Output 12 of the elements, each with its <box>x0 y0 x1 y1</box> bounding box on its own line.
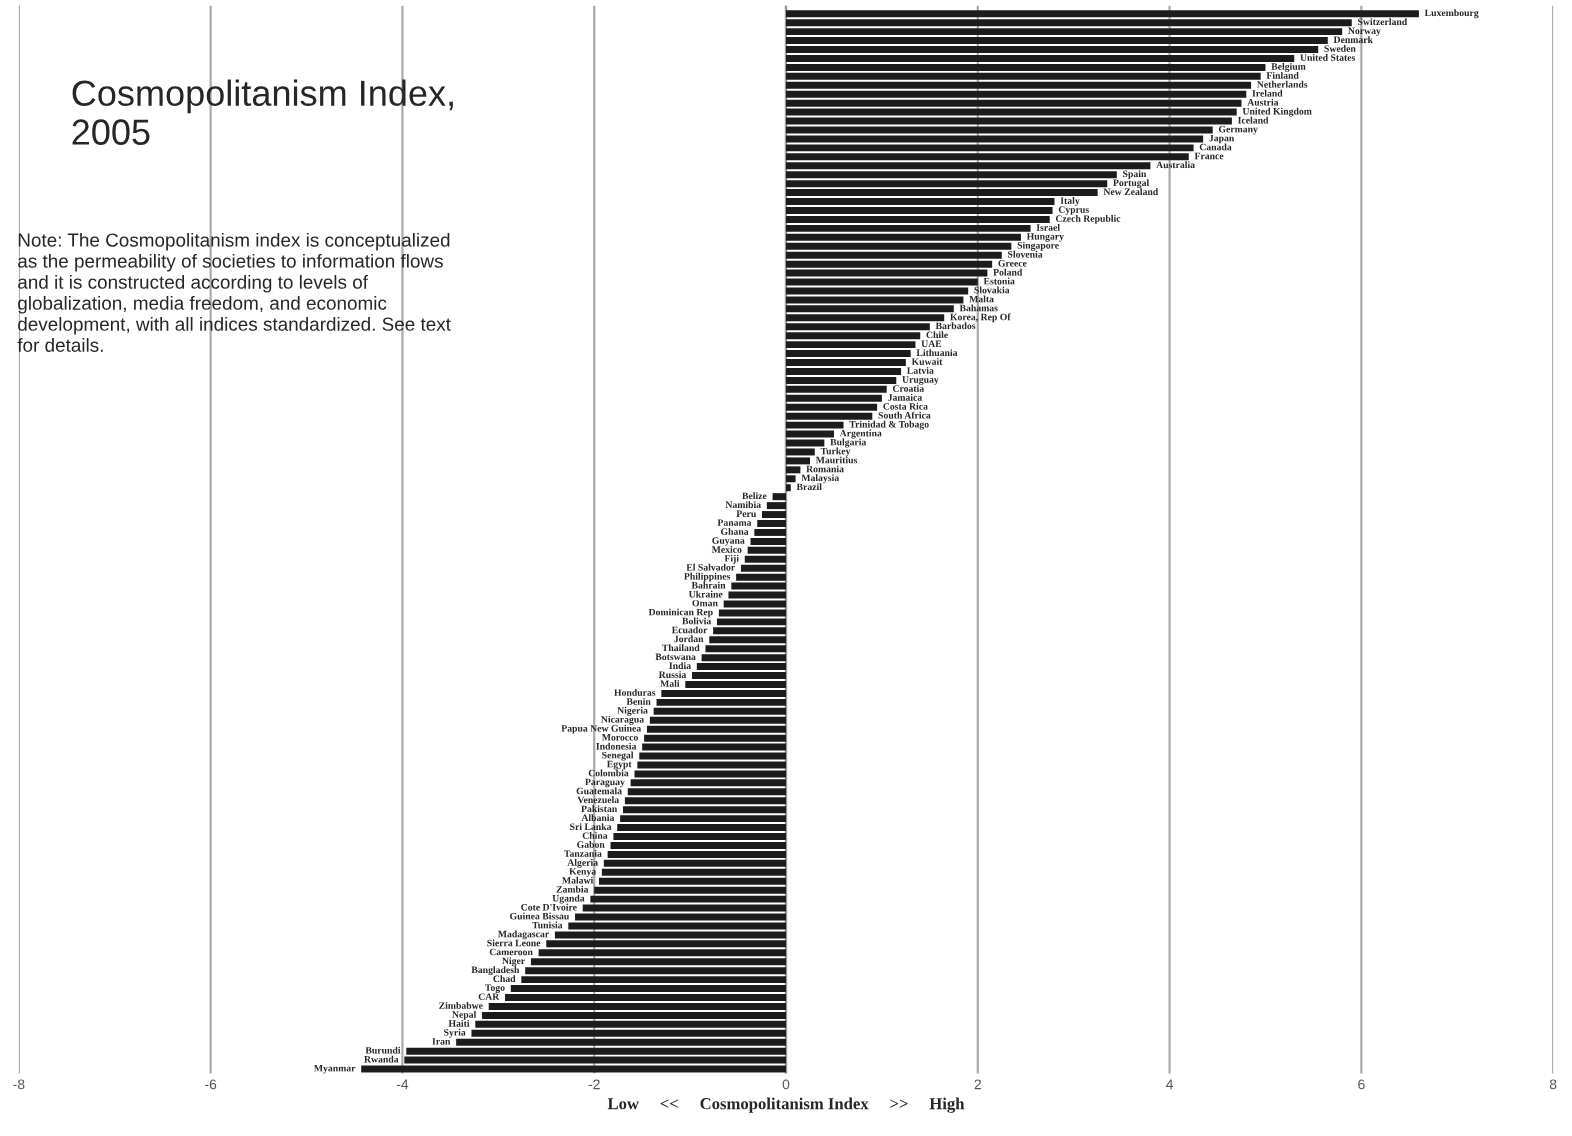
bar <box>639 752 786 760</box>
bar <box>786 10 1419 18</box>
x-axis-title: Low << Cosmopolitanism Index >> High <box>607 1097 965 1113</box>
bar <box>637 761 786 769</box>
text: Cosmopolitanism Index, 2005 <box>72 79 453 145</box>
bar <box>772 493 786 501</box>
annotation: Note: The Cosmopolitanism index is conceptualized as the permeability of societies to information flows and it is constructed according to levels of globalization, media freedom, and economic development, with all indices standardized. See text for details. <box>17 232 451 352</box>
bar <box>361 1065 786 1073</box>
bar <box>582 904 786 912</box>
bar <box>718 609 786 617</box>
bar <box>786 117 1232 125</box>
bar <box>728 591 786 599</box>
